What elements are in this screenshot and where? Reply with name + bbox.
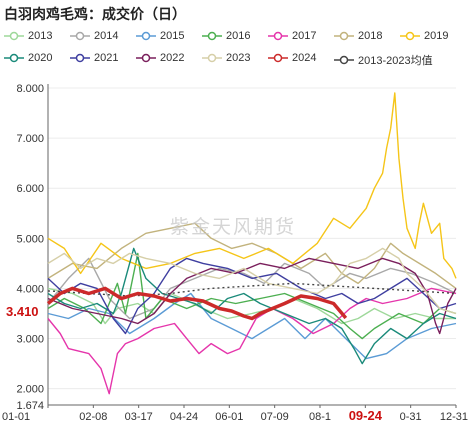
legend-swatch — [4, 31, 24, 41]
legend-swatch — [70, 31, 90, 41]
legend-label: 2014 — [94, 30, 119, 42]
legend-item: 2020 — [4, 52, 52, 64]
x-tick-label: 01-01 — [2, 411, 30, 423]
series-line-2019 — [47, 92, 457, 279]
watermark-text: 紫金天风期货 — [170, 217, 297, 238]
x-tick-label: 02-08 — [79, 411, 107, 423]
legend-label: 2024 — [292, 52, 317, 64]
legend-label: 2021 — [94, 52, 119, 64]
x-tick-label: 12-31 — [440, 411, 468, 423]
series-line-2015 — [47, 292, 457, 360]
series-line-2023 — [47, 247, 457, 315]
legend-item: 2022 — [136, 52, 184, 64]
y-tick-label: 6.000 — [16, 183, 44, 195]
series-line-2017 — [47, 287, 457, 395]
legend-swatch — [334, 55, 354, 65]
legend-swatch — [70, 53, 90, 63]
legend-swatch — [268, 53, 288, 63]
y-tick-label: 1.674 — [16, 400, 44, 412]
legend-item: 2021 — [70, 52, 118, 64]
x-tick-label: 0-31 — [400, 411, 422, 423]
legend-swatch — [4, 53, 24, 63]
series-line-2021 — [47, 257, 457, 335]
legend-item: 2013-2023均值 — [334, 52, 433, 68]
legend-swatch — [334, 31, 354, 41]
legend-item: 2014 — [70, 30, 118, 42]
legend-label: 2016 — [226, 30, 251, 42]
legend-item: 2017 — [268, 30, 316, 42]
legend-swatch — [136, 53, 156, 63]
legend-item: 2015 — [136, 30, 184, 42]
legend-swatch — [136, 31, 156, 41]
legend-label: 2017 — [292, 30, 317, 42]
legend-label: 2013-2023均值 — [358, 55, 433, 67]
chart-title: 白羽肉鸡毛鸡：成交价（日） — [4, 6, 186, 22]
series-line-2020 — [47, 247, 457, 365]
legend-item: 2016 — [202, 30, 250, 42]
legend-item: 2013 — [4, 30, 52, 42]
y-tick-label: 4.000 — [16, 283, 44, 295]
y-tick-label: 3.000 — [16, 334, 44, 346]
legend-label: 2013 — [28, 30, 53, 42]
y-tick-label: 8.000 — [16, 83, 44, 95]
legend-label: 2022 — [160, 52, 185, 64]
y-tick-label: 5.000 — [16, 233, 44, 245]
x-tick-label: 09-24 — [349, 408, 383, 423]
series-line-2022 — [47, 257, 457, 335]
legend-item: 2024 — [268, 52, 316, 64]
x-tick-label: 08-1 — [309, 411, 331, 423]
legend-swatch — [202, 31, 222, 41]
legend-label: 2015 — [160, 30, 185, 42]
y-tick-label: 7.000 — [16, 133, 44, 145]
y-tick-label: 2.000 — [16, 384, 44, 396]
legend-swatch — [268, 31, 288, 41]
legend-label: 2019 — [424, 30, 449, 42]
series-line-2024 — [46, 286, 348, 321]
series-line-2016 — [47, 252, 457, 340]
legend-label: 2018 — [358, 30, 383, 42]
x-tick-label: 03-17 — [125, 411, 153, 423]
legend-item: 2023 — [202, 52, 250, 64]
x-tick-label: 06-01 — [215, 411, 243, 423]
legend-swatch — [400, 31, 420, 41]
legend-item: 2018 — [334, 30, 382, 42]
current-value-label: 3.410 — [6, 304, 39, 319]
x-tick-label: 07-09 — [261, 411, 289, 423]
legend-swatch — [202, 53, 222, 63]
legend-label: 2020 — [28, 52, 53, 64]
x-tick-label: 04-24 — [170, 411, 198, 423]
series-line-2013-2023均值 — [47, 282, 457, 297]
legend-label: 2023 — [226, 52, 251, 64]
legend-item: 2019 — [400, 30, 448, 42]
